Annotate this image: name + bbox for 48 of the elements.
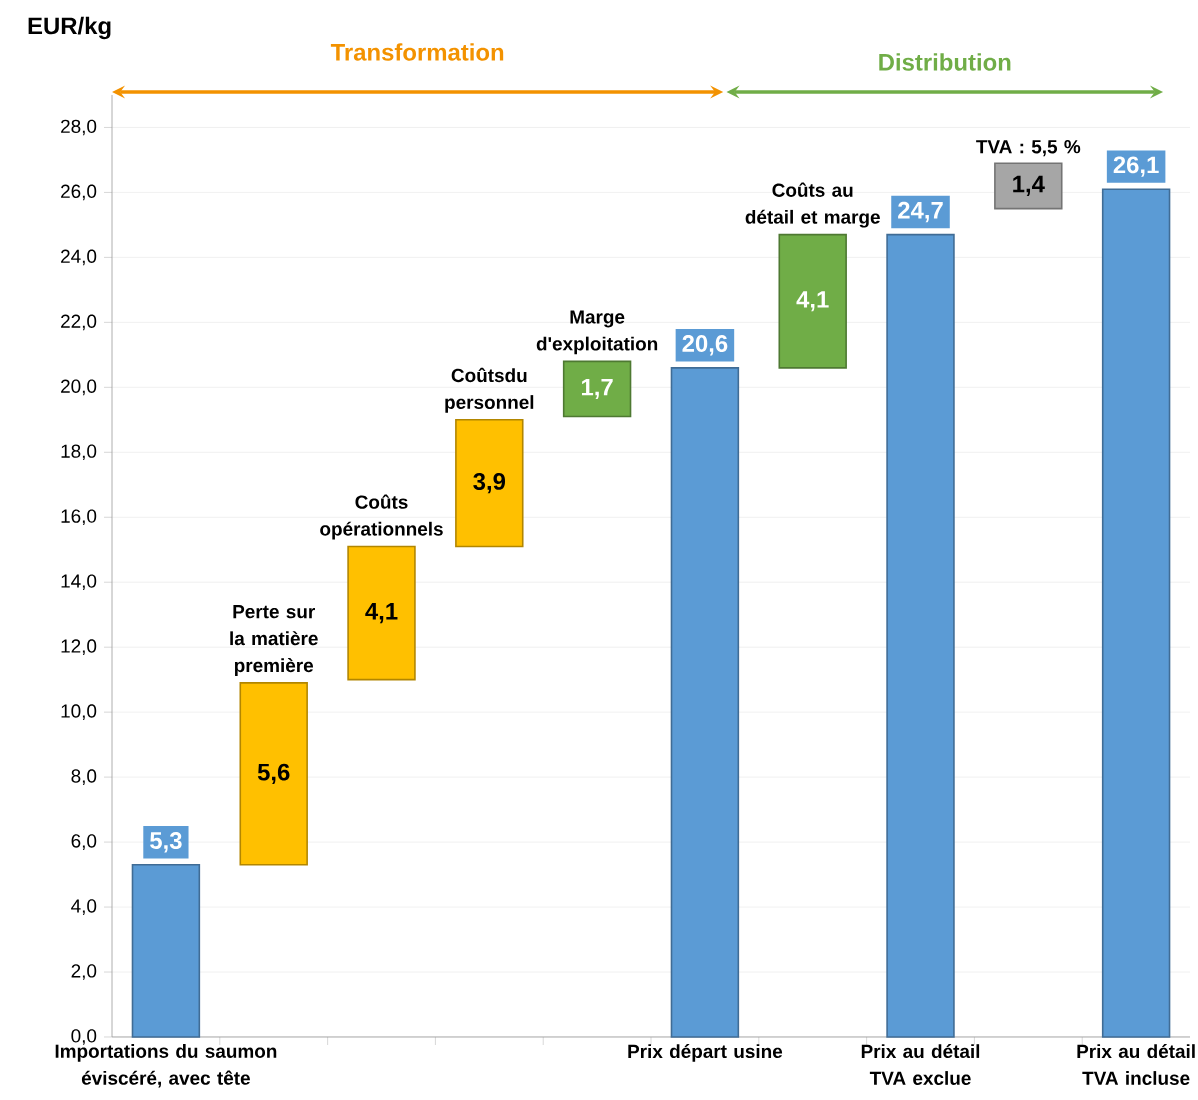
bar bbox=[347, 545, 416, 681]
y-tick-label: 6,0 bbox=[71, 834, 97, 850]
y-tick-label: 20,0 bbox=[61, 379, 97, 396]
y-tick-label: 4,0 bbox=[71, 899, 97, 915]
bar bbox=[670, 367, 740, 1038]
x-tick-label: Coûts opérationnels bbox=[320, 494, 443, 540]
y-tick-label: 8,0 bbox=[71, 769, 97, 785]
data-label: 1,4 bbox=[1013, 175, 1045, 196]
x-tick-label: TVA : 5,5 % bbox=[976, 140, 1081, 157]
bar bbox=[455, 419, 524, 548]
y-tick-label: 14,0 bbox=[61, 574, 97, 591]
y-tick-label: 2,0 bbox=[71, 964, 97, 980]
data-label: 4,1 bbox=[365, 603, 398, 624]
data-label: 20,6 bbox=[682, 335, 728, 356]
x-tick-label: Prix au détail TVA exclue bbox=[861, 1044, 980, 1085]
y-tick-label: 16,0 bbox=[61, 509, 97, 526]
y-tick-label: 28,0 bbox=[61, 119, 97, 136]
bar bbox=[239, 682, 308, 866]
text: Transformation bbox=[330, 43, 504, 61]
data-label: 4,1 bbox=[796, 291, 829, 312]
y-tick-label: 12,0 bbox=[61, 639, 97, 656]
y-tick-label: 18,0 bbox=[61, 444, 97, 461]
x-tick-label: Importations du saumon éviscéré, avec tête bbox=[55, 1044, 277, 1088]
x-tick-label: Perte sur la matière première bbox=[230, 605, 318, 676]
x-tick-label: Coûts au détail et marge bbox=[745, 182, 880, 228]
x-tick-label: Prix au détail TVA incluse bbox=[1077, 1044, 1195, 1085]
bar bbox=[1101, 188, 1171, 1038]
x-tick-label: Prix départ usine bbox=[628, 1044, 783, 1062]
bar bbox=[886, 233, 955, 1038]
data-label: 3,9 bbox=[473, 472, 506, 494]
y-tick-label: 10,0 bbox=[61, 704, 97, 720]
y-axis-title: EUR/kg bbox=[28, 16, 111, 40]
bar bbox=[778, 233, 847, 369]
data-label: 24,7 bbox=[898, 201, 943, 223]
data-label: 1,7 bbox=[581, 378, 613, 400]
text: Distribution bbox=[879, 53, 1011, 71]
bar bbox=[131, 864, 201, 1038]
y-tick-label: 26,0 bbox=[61, 184, 97, 201]
data-label: 5,6 bbox=[257, 763, 290, 785]
y-tick-label: 0,0 bbox=[71, 1029, 97, 1045]
y-tick-label: 22,0 bbox=[61, 314, 97, 331]
y-tick-label: 24,0 bbox=[61, 249, 97, 266]
data-label: 5,3 bbox=[150, 832, 182, 853]
x-tick-label: Marge d'exploitation bbox=[536, 310, 658, 355]
bar bbox=[562, 360, 632, 418]
data-label: 26,1 bbox=[1113, 156, 1159, 177]
x-tick-label: Coûtsdu personnel bbox=[445, 367, 534, 413]
bar bbox=[994, 162, 1063, 210]
